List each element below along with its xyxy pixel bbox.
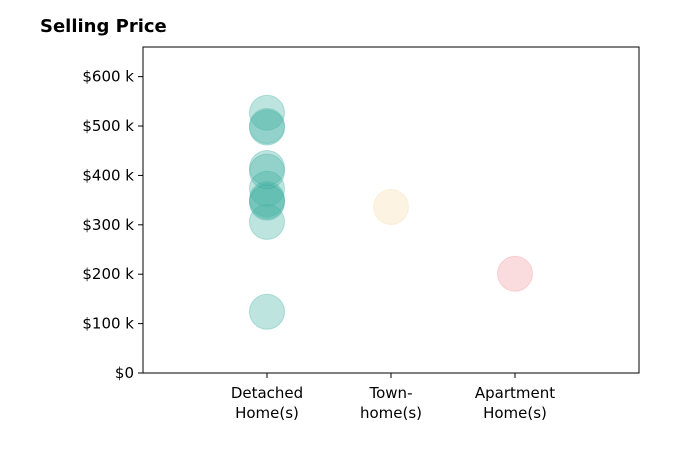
y-tick-label: $200 k (82, 265, 134, 283)
x-tick-label: Town- (369, 384, 413, 402)
y-tick-label: $300 k (82, 216, 134, 234)
x-tick-label: Home(s) (235, 404, 299, 422)
y-axis: $0 $100 k $200 k $300 k $400 k $500 k $600 k (82, 68, 143, 382)
data-point (249, 293, 285, 330)
data-point (249, 170, 285, 207)
x-tick-label: Detached (231, 384, 303, 402)
y-tick-label: $100 k (82, 315, 134, 333)
data-point (249, 94, 285, 131)
y-tick-label: $600 k (82, 68, 134, 86)
y-tick-label: $0 (115, 364, 134, 382)
x-tick-label: home(s) (360, 404, 422, 422)
data-point (249, 183, 285, 220)
data-point (249, 184, 285, 221)
data-point (249, 203, 285, 240)
data-point (249, 108, 285, 145)
data-point (249, 150, 285, 187)
data-point (497, 255, 533, 292)
data-point (249, 181, 285, 218)
data-points (249, 94, 533, 330)
chart-title: Selling Price (40, 16, 167, 37)
x-tick-label: Home(s) (483, 404, 547, 422)
plot-area (142, 46, 640, 374)
x-tick-label: Apartment (475, 384, 555, 402)
data-point (373, 189, 409, 226)
y-tick-label: $400 k (82, 166, 134, 184)
y-tick-label: $500 k (82, 117, 134, 135)
data-point (249, 109, 285, 146)
data-point (249, 153, 285, 190)
x-axis: Detached Home(s) Town-home(s) Apartment Home… (231, 373, 555, 422)
